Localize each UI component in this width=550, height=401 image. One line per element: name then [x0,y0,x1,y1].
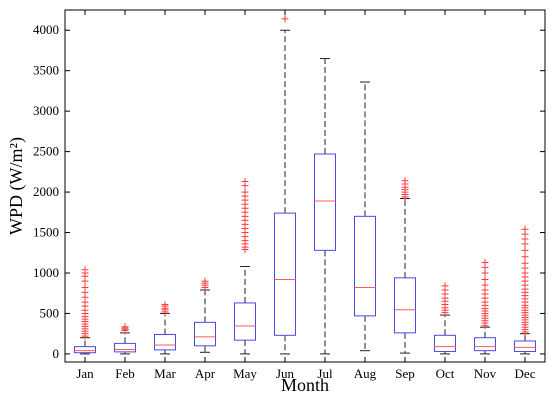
box-aug [354,81,376,352]
x-tick-label: Jun [276,366,295,381]
iqr-box [394,277,416,334]
iqr-box [514,340,536,352]
outlier-point [241,178,249,186]
y-tick-label: 1000 [33,265,59,280]
box-sep [394,177,416,354]
plot-frame [64,9,546,363]
y-tick-label: 3000 [33,103,59,118]
outlier-point [521,259,529,267]
outlier-point [241,188,249,196]
outlier-point [481,258,489,266]
x-tick-label: Feb [115,366,135,381]
box-may [234,178,256,355]
iqr-box [74,346,96,354]
x-tick-label: Oct [436,366,455,381]
box-jan [74,266,96,355]
y-tick-label: 3500 [33,63,59,78]
ticks-layer: 0 500 1000 1500 2000 2500 3000 3500 4000 Jan Feb Ma… [33,10,545,381]
x-tick-label: Aug [354,366,377,381]
outlier-point [161,301,169,309]
box-apr [194,277,216,353]
outlier-point [121,323,129,331]
y-tick-label: 4000 [33,22,59,37]
x-tick-label: Jan [76,366,94,381]
x-tick-label: Jul [317,366,333,381]
x-tick-label: Apr [195,366,216,381]
outlier-point [481,275,489,283]
box-feb [114,323,136,355]
y-axis-title: WPD (W/m²) [6,137,27,235]
iqr-box [474,337,496,352]
outlier-point [521,253,529,261]
boxes-layer [74,15,536,355]
x-tick-label: May [233,366,257,381]
y-tick-label: 500 [40,305,60,320]
box-jul [314,58,336,355]
box-jun [274,15,296,355]
outlier-point [441,282,449,290]
x-tick-label: Mar [154,366,176,381]
iqr-box [434,334,456,352]
iqr-box [354,215,376,317]
iqr-box [154,333,176,351]
iqr-box [194,321,216,347]
box-mar [154,301,176,355]
y-tick-label: 2500 [33,144,59,159]
outlier-point [81,284,89,292]
iqr-box [114,342,136,353]
outlier-point [81,266,89,274]
outlier-point [201,277,209,285]
box-oct [434,282,456,355]
y-tick-label: 1500 [33,225,59,240]
iqr-box [314,153,336,251]
box-nov [474,258,496,355]
outlier-point [521,246,529,254]
y-tick-label: 0 [53,346,60,361]
iqr-box [274,212,296,336]
outlier-point [401,177,409,185]
x-axis-title: Month [281,375,329,395]
outlier-point [521,225,529,233]
x-tick-label: Dec [515,366,536,381]
y-tick-label: 2000 [33,184,59,199]
outlier-point [281,15,289,23]
x-tick-label: Sep [395,366,415,381]
x-tick-label: Nov [474,366,497,381]
box-dec [514,225,536,355]
iqr-box [234,302,256,341]
